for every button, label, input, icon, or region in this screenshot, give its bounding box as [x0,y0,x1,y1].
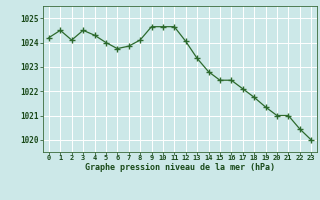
X-axis label: Graphe pression niveau de la mer (hPa): Graphe pression niveau de la mer (hPa) [85,163,275,172]
